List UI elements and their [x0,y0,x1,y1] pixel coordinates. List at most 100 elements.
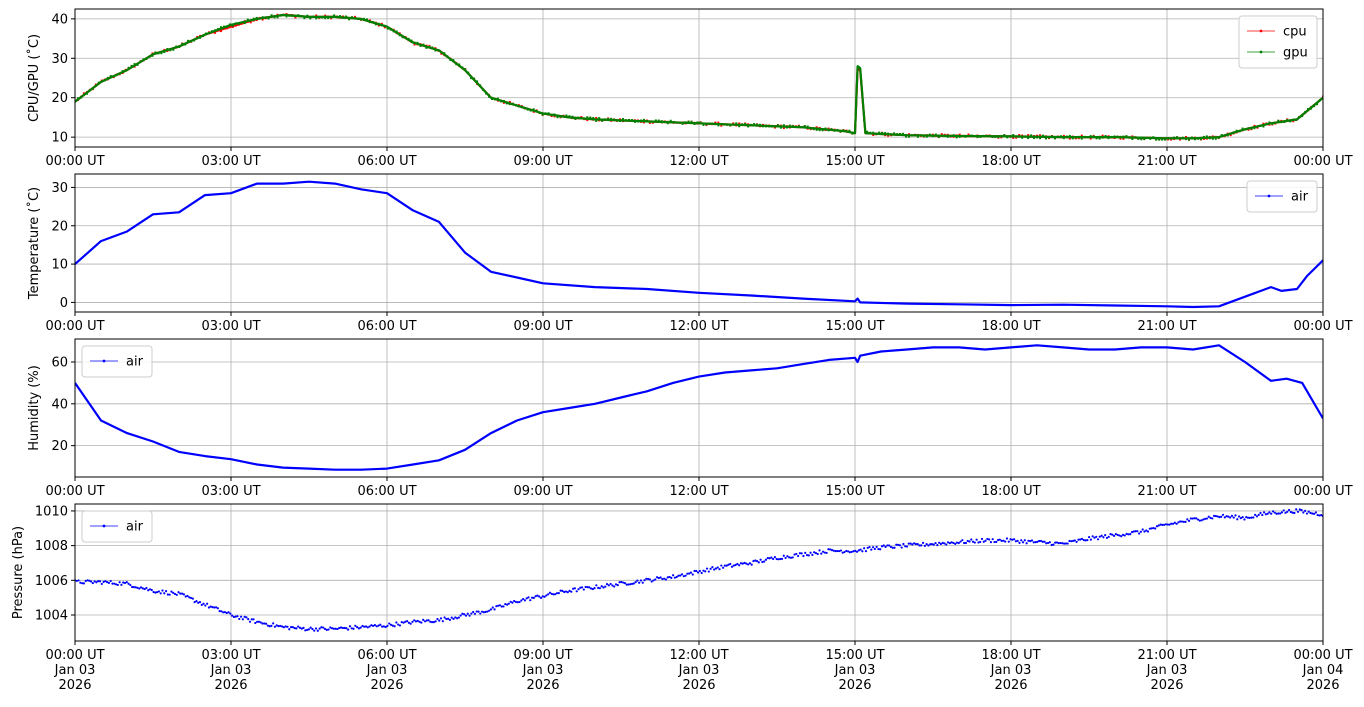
data-point [919,134,922,137]
data-point [613,585,616,588]
data-point [693,569,696,573]
data-point [468,614,471,617]
data-point [352,627,355,630]
data-point [553,115,556,118]
data-point [1180,520,1184,523]
data-point [1061,542,1064,545]
data-point [209,605,212,608]
data-point [113,582,116,585]
data-point [678,121,681,124]
x-tick-label: 2026 [994,678,1027,693]
data-point [239,615,243,618]
x-tick-label: 00:00 UT [45,648,104,663]
data-point [118,72,121,75]
data-point [738,122,741,125]
data-point [416,41,419,44]
data-point [383,24,386,27]
data-point [670,576,673,579]
data-point [948,542,951,545]
data-point [1113,534,1116,537]
data-point [284,625,287,628]
data-point [514,600,518,604]
data-point [97,81,100,84]
data-point [384,625,387,629]
data-point [773,126,776,129]
data-point [639,119,642,122]
data-point [613,118,616,121]
data-point [589,587,593,590]
data-point [341,626,344,630]
data-point [288,628,291,631]
data-point [805,554,809,557]
data-point [254,621,257,625]
data-point [970,134,973,137]
data-point [391,624,394,627]
data-point [1009,538,1012,541]
data-point [1209,516,1212,520]
data-point [455,63,458,66]
data-point [1070,540,1073,543]
x-tick-label: 2026 [370,678,403,693]
data-point [211,606,214,609]
data-point [723,564,726,567]
data-point [1316,513,1319,517]
data-point [1220,515,1223,518]
data-point [428,45,431,48]
data-point [261,16,264,19]
data-point [109,579,112,583]
data-point [88,579,91,582]
data-point [497,604,500,607]
data-point [202,34,205,37]
data-point [1304,111,1307,114]
x-tick-label: 12:00 UT [669,648,728,663]
x-tick-label: 06:00 UT [357,319,416,334]
data-point [573,587,577,590]
data-point [1284,511,1287,514]
series-group [75,13,1323,141]
data-point [1202,137,1205,140]
data-point [1109,533,1112,536]
data-point [648,120,651,123]
data-point [1271,122,1274,125]
data-point [526,108,529,111]
data-point [1255,515,1259,518]
data-point [982,540,985,543]
data-point [902,132,905,135]
data-point [204,604,207,607]
x-tick-label: Jan 03 [210,663,252,678]
data-point [270,14,273,17]
data-point [191,597,194,600]
data-point [995,540,998,543]
data-point [863,120,866,123]
data-point [527,596,530,599]
x-tick-label: 2026 [1306,678,1339,693]
data-point [927,544,930,547]
data-point [1280,511,1284,514]
data-point [1186,518,1189,521]
data-point [1229,132,1232,135]
data-point [902,542,905,546]
data-point [1021,136,1024,139]
data-point [785,126,788,129]
data-point [154,591,157,594]
data-point [843,550,846,554]
data-point [309,17,312,20]
data-point [855,550,859,553]
data-point [904,545,907,548]
data-point [931,135,934,138]
data-point [277,625,280,628]
data-point [225,611,228,615]
data-point [1027,539,1030,542]
data-point [645,577,648,580]
data-point [200,603,203,606]
data-point [1104,135,1107,138]
data-point [720,123,723,126]
data-point [345,15,348,18]
data-point [363,625,366,628]
data-point [1122,135,1125,138]
data-point [592,116,595,119]
data-point [946,541,950,544]
data-point [925,135,928,138]
data-point [1098,535,1101,538]
data-point [609,582,612,586]
